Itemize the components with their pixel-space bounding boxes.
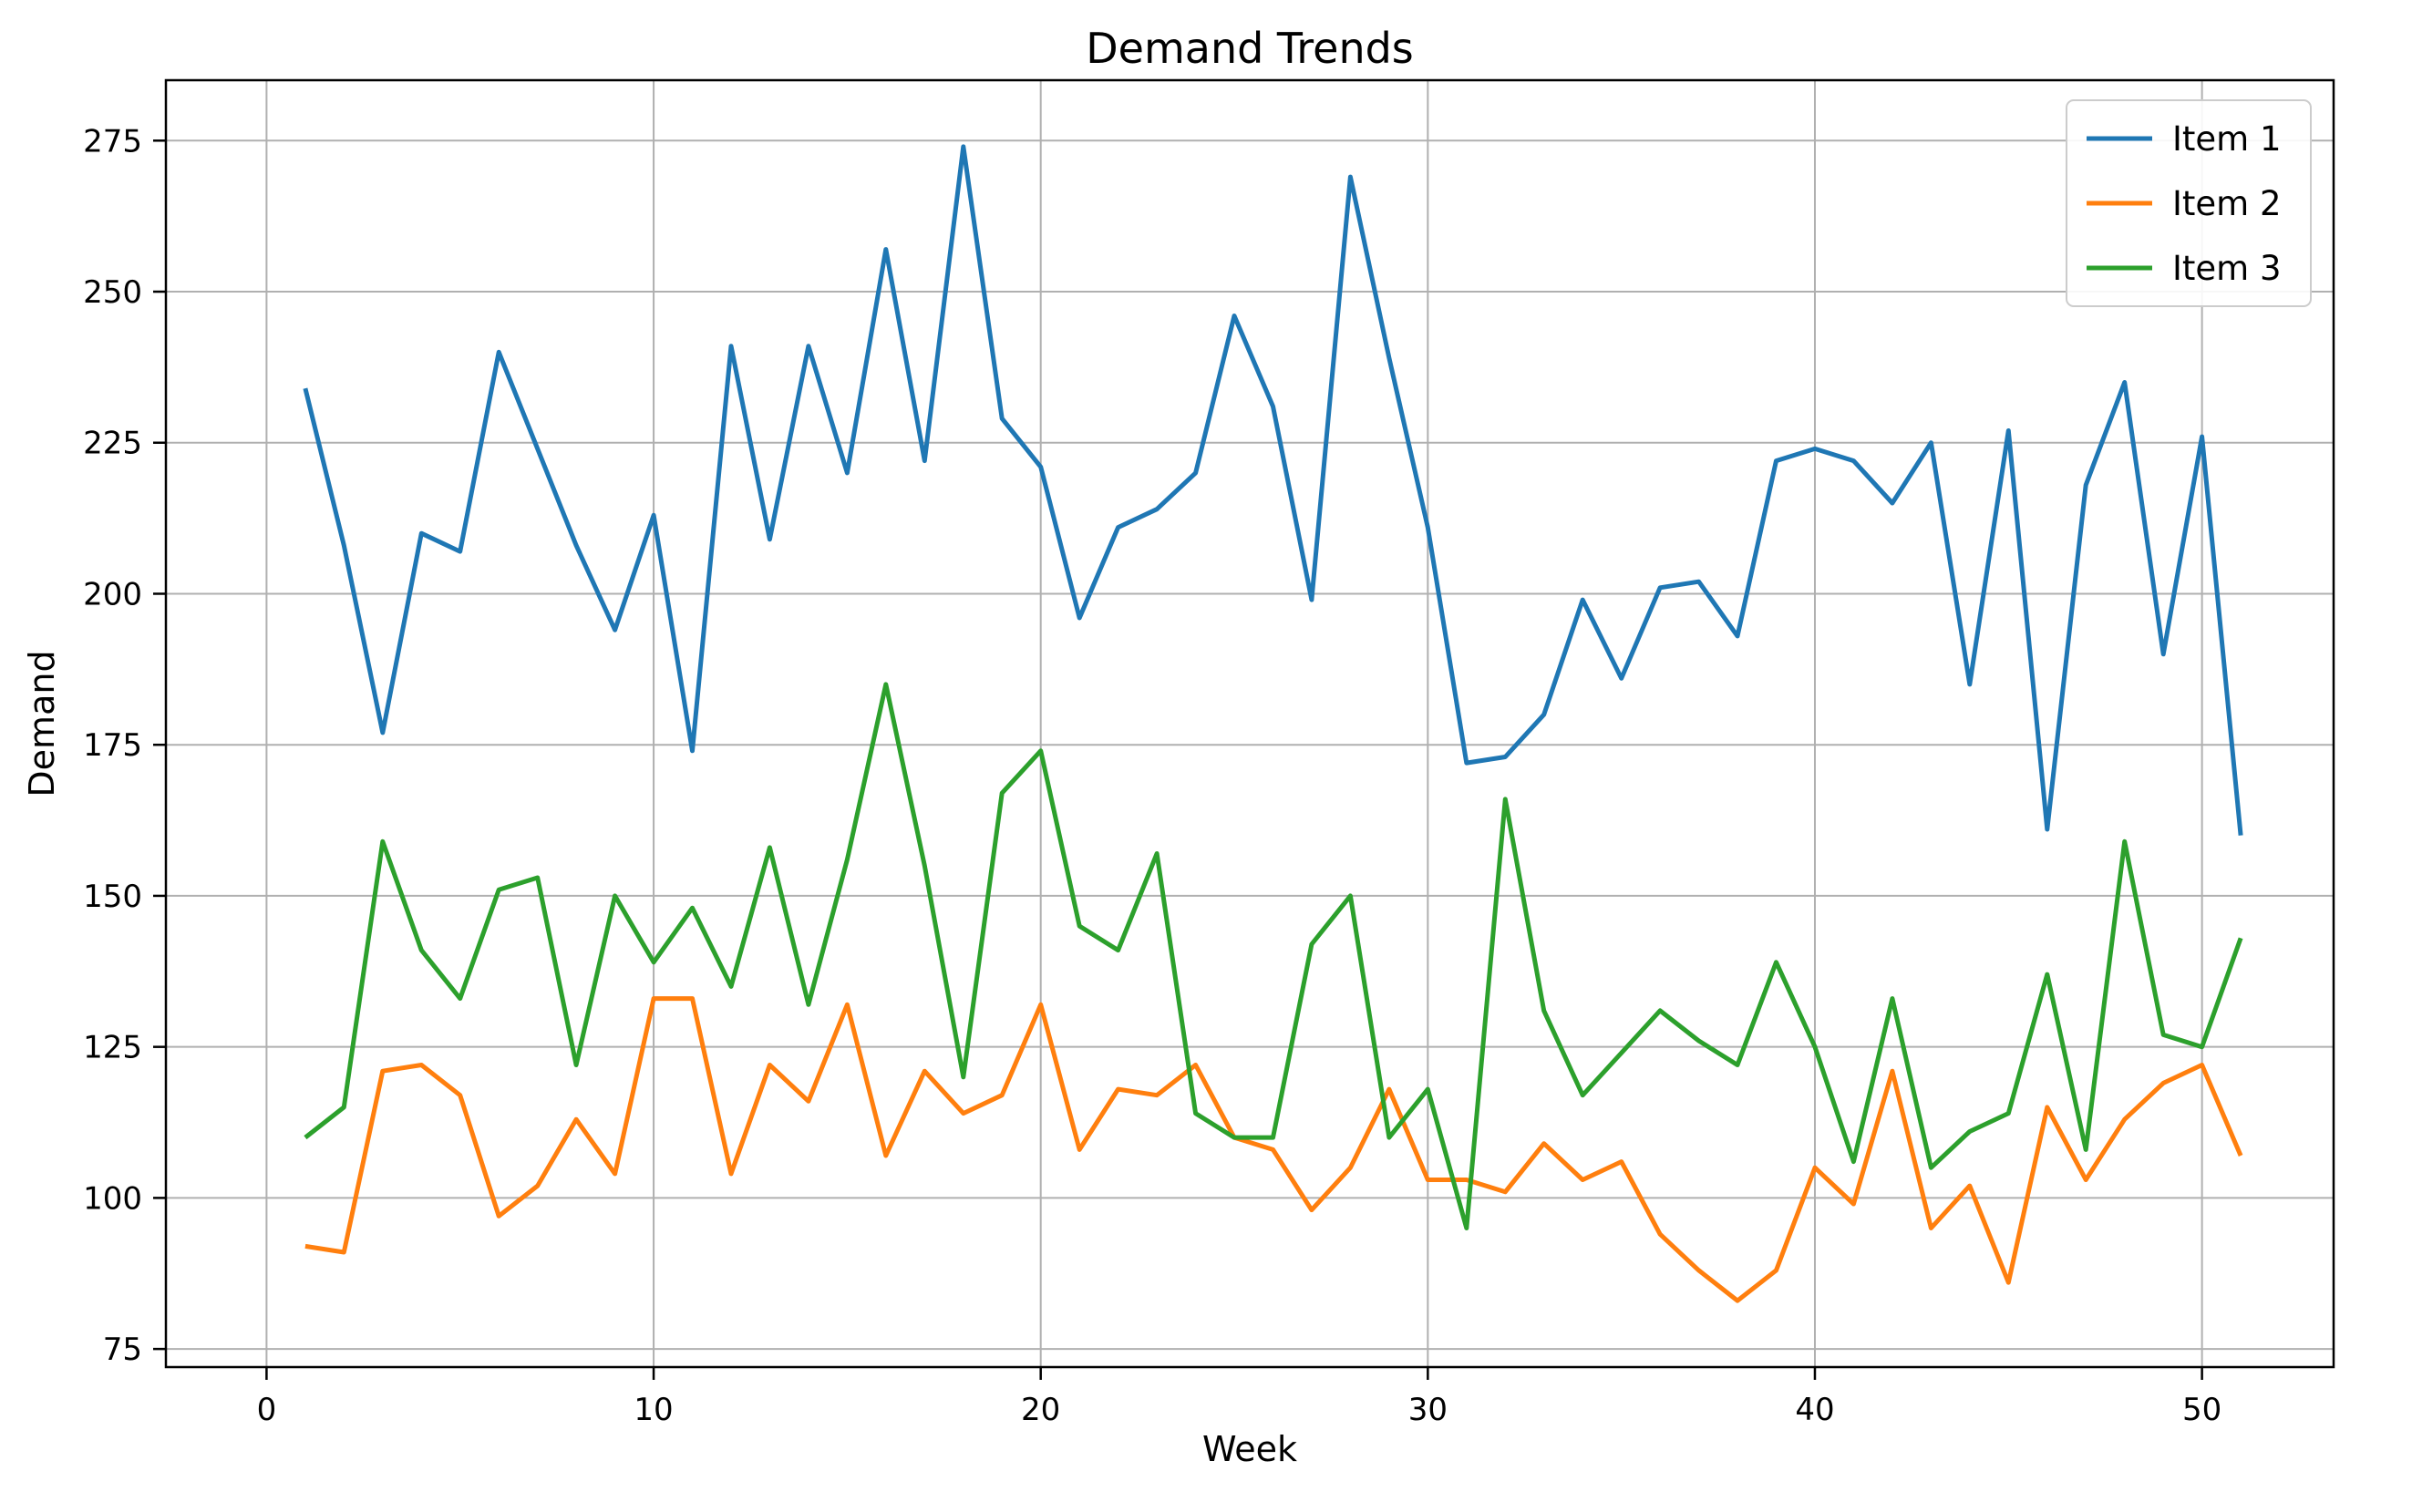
- y-tick-label: 275: [83, 123, 142, 159]
- series-line-3: [304, 682, 2243, 1230]
- y-tick-label: 200: [83, 576, 142, 612]
- x-tick-label: 30: [1408, 1392, 1448, 1428]
- y-tick-label: 250: [83, 274, 142, 311]
- legend-entry-label: Item 2: [2172, 184, 2282, 223]
- x-axis-label: Week: [1201, 1429, 1298, 1469]
- y-tick-label: 100: [83, 1180, 142, 1217]
- chart-title: Demand Trends: [1086, 24, 1414, 73]
- y-tick-label: 175: [83, 727, 142, 764]
- legend: Item 1 Item 2 Item 3: [2066, 99, 2312, 307]
- y-tick-label: 225: [83, 426, 142, 462]
- ticks: [153, 139, 2203, 1380]
- x-tick-label: 10: [634, 1392, 673, 1428]
- legend-entry-label: Item 3: [2172, 249, 2282, 288]
- y-tick-label: 75: [103, 1332, 142, 1368]
- plot-border: [164, 78, 2335, 1369]
- series-line-1: [303, 144, 2243, 836]
- x-tick-label: 50: [2182, 1392, 2221, 1428]
- y-axis-label: Demand: [22, 650, 62, 797]
- legend-entry-label: Item 1: [2172, 119, 2282, 159]
- x-tick-label: 20: [1021, 1392, 1060, 1428]
- x-tick-label: 40: [1795, 1392, 1834, 1428]
- y-tick-label: 150: [83, 879, 142, 915]
- y-tick-label: 125: [83, 1030, 142, 1066]
- series-line-2: [304, 996, 2243, 1303]
- x-tick-label: 0: [257, 1392, 277, 1428]
- gridlines: [166, 80, 2334, 1367]
- legend-box: [2066, 99, 2312, 307]
